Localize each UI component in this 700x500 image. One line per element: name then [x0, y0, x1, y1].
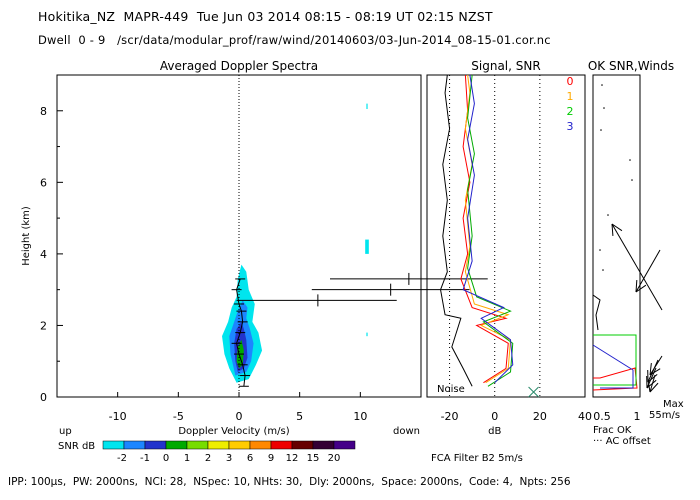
colorbar-swatch — [207, 440, 230, 450]
wind-arrow-head — [647, 380, 651, 393]
spectrum-spur-upper — [365, 239, 369, 254]
footer-parameters: IPP: 100µs, PW: 2000ns, NCI: 28, NSpec: … — [8, 476, 571, 488]
ac-offset-dot — [629, 159, 631, 161]
signal-series — [467, 74, 514, 387]
colorbar-tick: 15 — [307, 453, 320, 464]
ac-offset-dot — [601, 84, 603, 86]
signal-x-label: dB — [488, 426, 501, 437]
wind-arrow-head — [647, 373, 658, 383]
header-line-1: Hokitika_NZ MAPR-449 Tue Jun 03 2014 08:… — [38, 9, 493, 24]
colorbar-swatch — [123, 440, 146, 450]
wind-arrow-head — [635, 284, 647, 293]
colorbar-label: SNR dB — [58, 441, 95, 452]
signal-x-tick-label: 20 — [533, 410, 547, 423]
signal-frame — [426, 74, 586, 398]
legend-entry: 0 — [567, 75, 574, 88]
ac-offset-dot — [599, 249, 601, 251]
signal-x-tick-label: 0 — [491, 410, 498, 423]
colorbar-swatch — [333, 440, 356, 450]
wind-arrow-head — [649, 363, 652, 376]
colorbar-tick: 2 — [205, 453, 211, 464]
ok-snr-winds-title: OK SNR,Winds — [588, 59, 674, 73]
frac-ok-label: Frac OK — [593, 425, 632, 436]
frac-ok-trace — [592, 344, 634, 389]
signal-series — [440, 74, 473, 387]
wind-arrow — [649, 374, 656, 393]
wind-arrow-head — [635, 279, 638, 293]
y-tick-label: 8 — [40, 105, 47, 118]
down-label: down — [393, 426, 420, 437]
max-wind-value: 55m/s — [649, 410, 680, 421]
ac-offset-dot — [600, 129, 602, 131]
signal-series — [460, 74, 509, 384]
colorbar-tick: 6 — [247, 453, 253, 464]
ac-offset-dot — [603, 107, 605, 109]
header-line-2: Dwell 0 - 9 /scr/data/modular_prof/raw/w… — [38, 33, 551, 47]
colorbar-tick: -1 — [140, 453, 150, 464]
ac-offset-label: ··· AC offset — [593, 436, 651, 447]
y-tick-label: 4 — [40, 248, 47, 261]
y-tick-label: 0 — [40, 391, 47, 404]
x-tick-label: 10 — [353, 410, 367, 423]
fca-filter-label: FCA Filter B2 5m/s — [431, 453, 523, 464]
y-axis-label: Height (km) — [21, 206, 32, 266]
ok-frame — [592, 74, 641, 398]
x-tick-label: 5 — [296, 410, 303, 423]
x-axis-label: Doppler Velocity (m/s) — [178, 426, 289, 437]
signal-series — [462, 74, 514, 384]
wind-arrow-head — [646, 379, 657, 389]
x-tick-label: 0 — [236, 410, 243, 423]
colorbar-tick: 1 — [184, 453, 190, 464]
noise-label: Noise — [437, 384, 465, 395]
wind-arrow — [611, 223, 663, 311]
x-tick-label: -10 — [109, 410, 127, 423]
wind-arrow — [635, 249, 661, 293]
colorbar-swatch — [249, 440, 272, 450]
colorbar-swatch — [102, 440, 125, 450]
noise-marker — [528, 386, 539, 398]
spectrum-spur-low — [366, 332, 368, 337]
wind-arrow-head — [611, 223, 614, 237]
colorbar-swatch — [312, 440, 335, 450]
colorbar-tick: 12 — [286, 453, 299, 464]
x-tick-label: -5 — [173, 410, 184, 423]
ok-x-tick-label: 0.5 — [593, 410, 611, 423]
colorbar-swatch — [270, 440, 293, 450]
frac-ok-trace — [592, 367, 638, 391]
frac-ok-trace — [593, 334, 637, 386]
legend-entry: 2 — [567, 105, 574, 118]
spectra-title: Averaged Doppler Spectra — [160, 59, 318, 73]
legend-entry: 1 — [567, 90, 574, 103]
ac-offset-dot — [607, 214, 609, 216]
colorbar-tick: 0 — [163, 453, 169, 464]
signal-x-tick-label: 40 — [578, 410, 592, 423]
wind-arrow-head — [649, 382, 659, 393]
wind-arrow — [647, 359, 659, 383]
colorbar-swatch — [144, 440, 167, 450]
colorbar-tick: -2 — [117, 453, 127, 464]
colorbar-swatch — [291, 440, 314, 450]
up-label: up — [59, 426, 72, 437]
ac-offset-dot — [631, 179, 633, 181]
signal-snr-title: Signal, SNR — [471, 59, 540, 73]
colorbar-swatch — [228, 440, 251, 450]
ac-offset-dot — [602, 269, 604, 271]
colorbar-swatch — [165, 440, 188, 450]
y-tick-label: 2 — [40, 319, 47, 332]
max-wind-label: Max — [663, 399, 684, 410]
y-tick-label: 6 — [40, 176, 47, 189]
colorbar-tick: 20 — [328, 453, 341, 464]
colorbar-tick: 3 — [226, 453, 232, 464]
spectrum-spur-top — [366, 103, 368, 109]
wind-arrow-head — [611, 223, 623, 232]
ac-offset-trace — [592, 294, 601, 331]
legend-entry: 3 — [567, 120, 574, 133]
signal-x-tick-label: -20 — [441, 410, 459, 423]
colorbar-swatch — [186, 440, 209, 450]
ok-x-tick-label: 1 — [634, 410, 641, 423]
colorbar-tick: 9 — [268, 453, 274, 464]
